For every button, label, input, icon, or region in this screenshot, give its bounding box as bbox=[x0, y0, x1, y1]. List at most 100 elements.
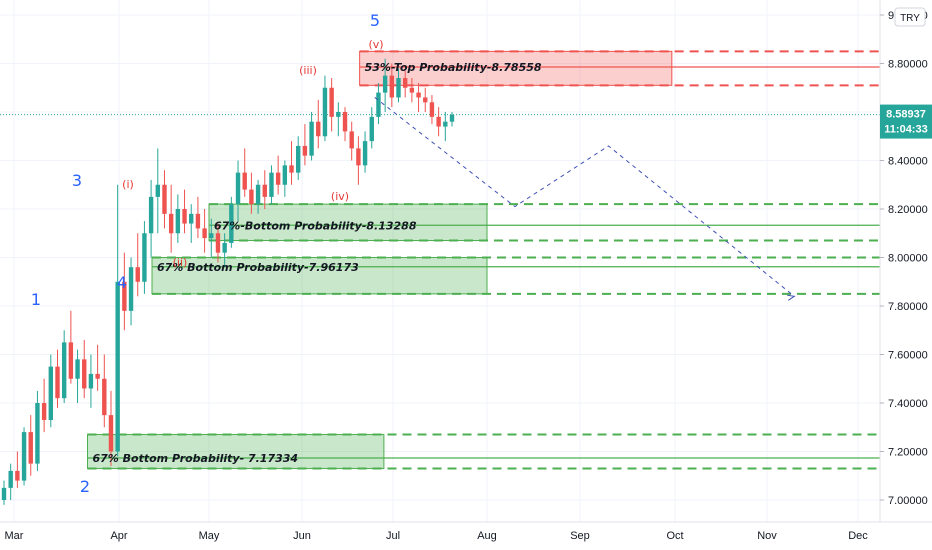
candle-body bbox=[275, 172, 281, 185]
candle bbox=[416, 82, 421, 112]
y-tick-label: 8.20000 bbox=[888, 204, 928, 216]
candle-body bbox=[349, 131, 354, 149]
candle bbox=[316, 99, 321, 149]
candle bbox=[148, 179, 154, 258]
candle bbox=[215, 223, 221, 263]
candle bbox=[142, 221, 147, 294]
candle-body bbox=[302, 145, 308, 156]
wave-label-major: 3 bbox=[72, 171, 82, 190]
candle-body bbox=[423, 97, 428, 103]
y-tick-label: 7.20000 bbox=[888, 447, 928, 459]
wave-label-major: 1 bbox=[31, 290, 41, 309]
y-tick-label: 7.80000 bbox=[888, 301, 928, 313]
candle bbox=[389, 63, 395, 108]
x-tick-label: Mar bbox=[5, 530, 24, 542]
candle-body bbox=[402, 78, 408, 88]
candle bbox=[195, 196, 201, 239]
candle-body bbox=[316, 121, 321, 137]
candle-body bbox=[229, 204, 234, 243]
y-tick-label: 8.80000 bbox=[888, 59, 928, 71]
wave-label-minor: (iii) bbox=[299, 64, 317, 77]
candle bbox=[115, 184, 120, 457]
candle bbox=[75, 349, 80, 403]
wave-label-minor: (ii) bbox=[173, 256, 188, 269]
wave-label-minor: (v) bbox=[368, 38, 383, 51]
candle bbox=[302, 124, 308, 166]
candle-body bbox=[155, 184, 160, 197]
candle-body bbox=[128, 267, 134, 311]
candle-body bbox=[195, 213, 201, 229]
candle bbox=[429, 95, 435, 125]
candle bbox=[162, 170, 167, 229]
candle-body bbox=[436, 116, 441, 127]
candle bbox=[189, 204, 194, 243]
candle bbox=[235, 160, 241, 222]
candle bbox=[35, 390, 40, 471]
candle bbox=[242, 148, 247, 197]
candle-body bbox=[269, 172, 274, 197]
candlestick-series bbox=[1, 58, 455, 505]
candle-body bbox=[82, 359, 87, 389]
candle-body bbox=[8, 470, 13, 488]
candle-body bbox=[115, 281, 120, 452]
candle-body bbox=[416, 92, 421, 98]
candle-body bbox=[382, 75, 388, 93]
candle-body bbox=[289, 165, 294, 173]
wave-labels: 53%-Top Probability-8.78558 67%-Bottom Pr… bbox=[31, 11, 542, 496]
candle-body bbox=[309, 121, 314, 156]
x-tick-label: Oct bbox=[666, 530, 683, 542]
candle-body bbox=[162, 184, 167, 214]
candle bbox=[102, 354, 107, 428]
candle bbox=[402, 70, 408, 98]
y-tick-label: 7.40000 bbox=[888, 398, 928, 410]
candle bbox=[369, 107, 374, 149]
candle-body bbox=[142, 233, 147, 282]
candle bbox=[15, 451, 20, 488]
zone-label: 67% Bottom Probability- 7.17334 bbox=[93, 452, 299, 465]
candle-body bbox=[15, 470, 20, 481]
candle bbox=[443, 112, 448, 142]
y-tick-label: 8.40000 bbox=[888, 156, 928, 168]
y-tick-label: 8.00000 bbox=[888, 253, 928, 265]
candle-body bbox=[296, 145, 301, 173]
candle-body bbox=[148, 196, 154, 234]
candle-body bbox=[376, 92, 381, 117]
candle-body bbox=[168, 213, 174, 234]
candle-body bbox=[48, 366, 54, 420]
price-axis-bg bbox=[880, 0, 932, 550]
candle-body bbox=[88, 373, 94, 389]
candle-body bbox=[108, 415, 114, 452]
candle-body bbox=[68, 342, 74, 379]
candle bbox=[28, 415, 33, 476]
candle bbox=[349, 121, 354, 161]
wave-label-major: 4 bbox=[117, 273, 127, 292]
candle bbox=[229, 196, 234, 248]
candle-body bbox=[75, 359, 80, 379]
candle-body bbox=[249, 189, 254, 205]
zone-box bbox=[87, 434, 385, 469]
candle bbox=[322, 75, 328, 142]
x-tick-label: Apr bbox=[110, 530, 127, 542]
candle-body bbox=[202, 228, 207, 239]
currency-badge bbox=[894, 7, 926, 27]
candle bbox=[135, 233, 140, 297]
candle-body bbox=[443, 121, 448, 127]
y-tick-label: 7.00000 bbox=[888, 495, 928, 507]
candle-body bbox=[356, 148, 361, 166]
wave-label-minor: (iv) bbox=[331, 190, 349, 203]
candle bbox=[155, 148, 160, 234]
candle-body bbox=[28, 432, 33, 464]
candle-body bbox=[262, 184, 267, 197]
candle bbox=[55, 349, 60, 408]
projection-path bbox=[374, 97, 796, 301]
candle-body bbox=[175, 209, 181, 234]
candle-body bbox=[255, 184, 261, 205]
candle-body bbox=[342, 112, 348, 132]
projection-arrowhead bbox=[787, 294, 796, 301]
candle bbox=[222, 233, 227, 268]
candle-body bbox=[362, 141, 368, 166]
candle bbox=[336, 102, 341, 137]
candle-body bbox=[55, 366, 60, 399]
candle bbox=[88, 354, 94, 408]
